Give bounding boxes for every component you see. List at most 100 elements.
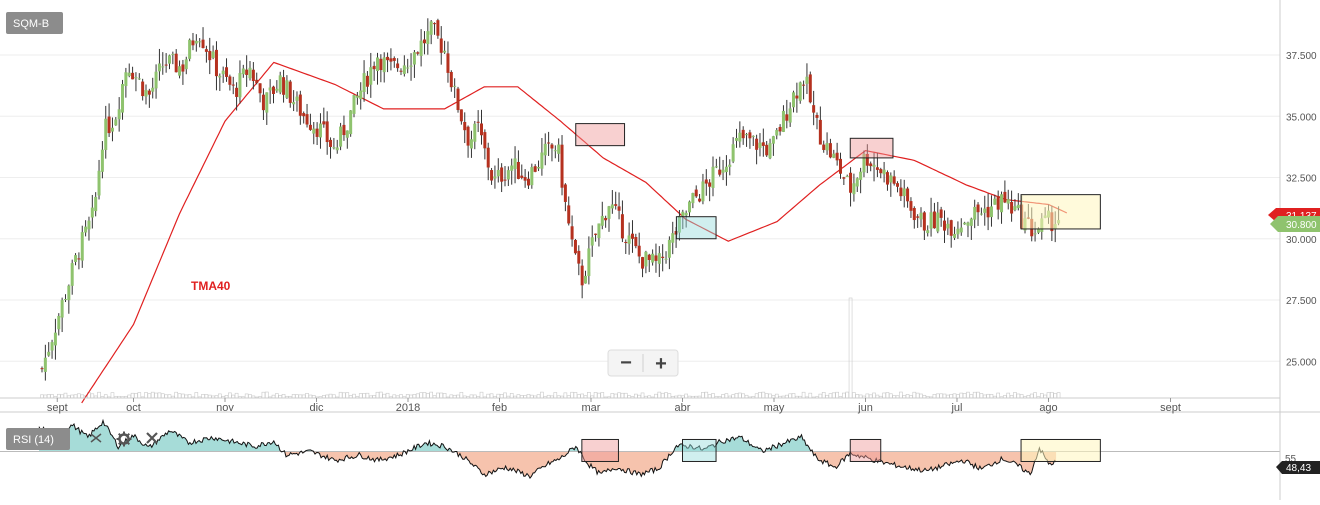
candle-body <box>728 164 732 167</box>
rsi-highlight-box <box>581 438 619 462</box>
candle-body <box>828 143 832 158</box>
candle-body <box>835 152 839 161</box>
volume-bar <box>1033 392 1037 399</box>
candle-body <box>161 66 165 68</box>
candle-body <box>989 206 993 218</box>
volume-bar <box>174 391 178 399</box>
candle-body <box>932 211 936 229</box>
candle-body <box>694 189 698 197</box>
rsi-label: RSI (14) <box>13 434 54 446</box>
volume-bar <box>429 391 433 399</box>
volume-bar <box>835 391 839 399</box>
rsi-area-below <box>281 451 1057 479</box>
candle-body <box>627 235 631 244</box>
candle-body <box>147 90 151 95</box>
volume-bar <box>563 392 568 399</box>
volume-bar <box>721 394 725 399</box>
candle-body <box>849 172 853 193</box>
rsi-badge[interactable]: RSI (14) <box>6 428 70 450</box>
candle-body <box>845 175 849 177</box>
candle-body <box>929 212 933 229</box>
candle-body <box>731 144 735 162</box>
candle-body <box>251 69 255 82</box>
candle-body <box>107 116 111 134</box>
candle-body <box>379 58 383 71</box>
volume-bar <box>442 393 447 399</box>
candle-body <box>389 58 393 62</box>
candle-body <box>231 84 235 86</box>
candle-body <box>718 169 722 175</box>
candle-body <box>510 165 514 171</box>
candle-body <box>647 254 651 260</box>
candle-body <box>50 342 54 351</box>
x-tick-label: may <box>764 402 785 414</box>
candle-body <box>738 132 742 142</box>
candle-body <box>573 239 577 254</box>
candle-body <box>40 368 44 370</box>
volume-bar <box>97 391 101 399</box>
volume-bar <box>623 392 628 399</box>
candle-body <box>496 169 500 177</box>
volume-bar <box>597 392 601 399</box>
volume-bar <box>828 393 833 399</box>
volume-bar <box>915 392 920 399</box>
volume-bar <box>382 393 387 399</box>
candle-body <box>396 63 400 69</box>
candle-body <box>875 167 879 170</box>
volume-bar <box>935 393 940 399</box>
volume-bar <box>660 392 665 399</box>
candle-body <box>332 147 336 149</box>
zoom-in-button[interactable]: + <box>643 350 678 376</box>
volume-bar <box>684 393 688 399</box>
candle-body <box>84 226 88 233</box>
volume-bar <box>573 392 578 399</box>
candle-body <box>67 285 71 301</box>
candle-body <box>540 152 544 169</box>
volume-bar <box>593 392 598 399</box>
candle-body <box>996 195 1000 210</box>
candle-body <box>426 31 430 45</box>
y-tick-label: 25.000 <box>1286 357 1317 368</box>
gear-icon[interactable] <box>116 431 132 447</box>
rsi-panel <box>0 418 1280 479</box>
candle-body <box>701 181 705 202</box>
volume-bar <box>342 392 346 399</box>
volume-bar <box>365 392 370 399</box>
volume-bar <box>882 392 886 399</box>
candle-body <box>1036 228 1040 233</box>
candle-body <box>308 124 312 130</box>
symbol-badge[interactable]: SQM-B <box>6 12 63 34</box>
candle-body <box>184 59 188 70</box>
volume-bar <box>704 391 709 399</box>
zoom-in-icon: + <box>655 353 667 375</box>
candle-body <box>624 241 628 243</box>
volume-bar <box>852 392 856 399</box>
candle-body <box>443 50 447 53</box>
candle-body <box>993 198 997 205</box>
candle-body <box>986 206 990 218</box>
volume-bar <box>181 393 185 399</box>
tools-icon[interactable] <box>90 433 102 443</box>
candle-body <box>258 83 262 94</box>
volume-bar <box>761 391 766 399</box>
volume-bar <box>855 394 860 399</box>
volume-bar <box>801 391 806 399</box>
rsi-level-label: 55 <box>1285 454 1297 465</box>
candle-body <box>721 169 725 173</box>
candle-body <box>614 204 618 206</box>
candle-body <box>755 138 759 150</box>
candle-body <box>127 72 131 76</box>
candle-body <box>922 212 926 231</box>
volume-bar <box>942 393 947 399</box>
candle-body <box>355 95 359 98</box>
candle-body <box>201 39 205 49</box>
volume-bar <box>905 394 910 399</box>
candle-body <box>255 79 259 83</box>
candle-body <box>704 179 708 184</box>
volume-bar <box>610 393 615 399</box>
volume-bar <box>932 394 937 399</box>
candle-body <box>889 175 893 183</box>
close-icon[interactable] <box>146 432 158 444</box>
volume-bar <box>177 393 182 399</box>
zoom-out-button[interactable]: − <box>608 350 643 376</box>
